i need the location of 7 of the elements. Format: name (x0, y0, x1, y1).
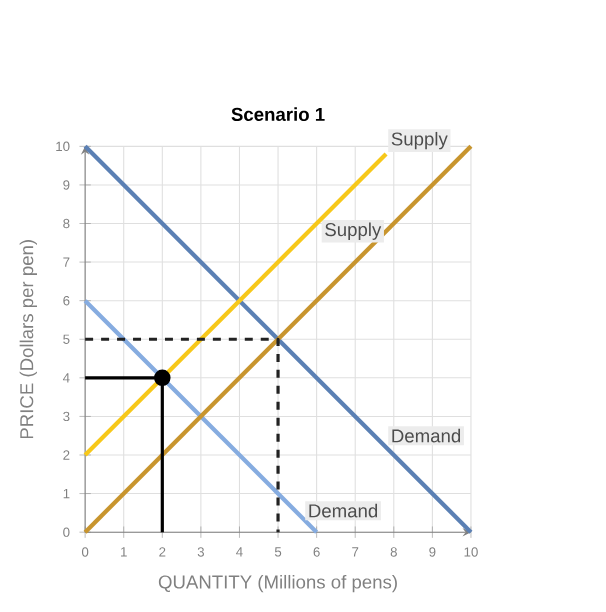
series-label: Demand (392, 428, 460, 443)
series-label: Supply (391, 131, 448, 150)
series-label: Demand (309, 503, 377, 518)
y-axis-title: PRICE (Dollars per pen) (19, 240, 37, 439)
series-label: Supply (324, 222, 381, 240)
x-axis-title: QUANTITY (Millions of pens) (158, 574, 397, 593)
chart-title: Scenario 1 (231, 107, 325, 121)
